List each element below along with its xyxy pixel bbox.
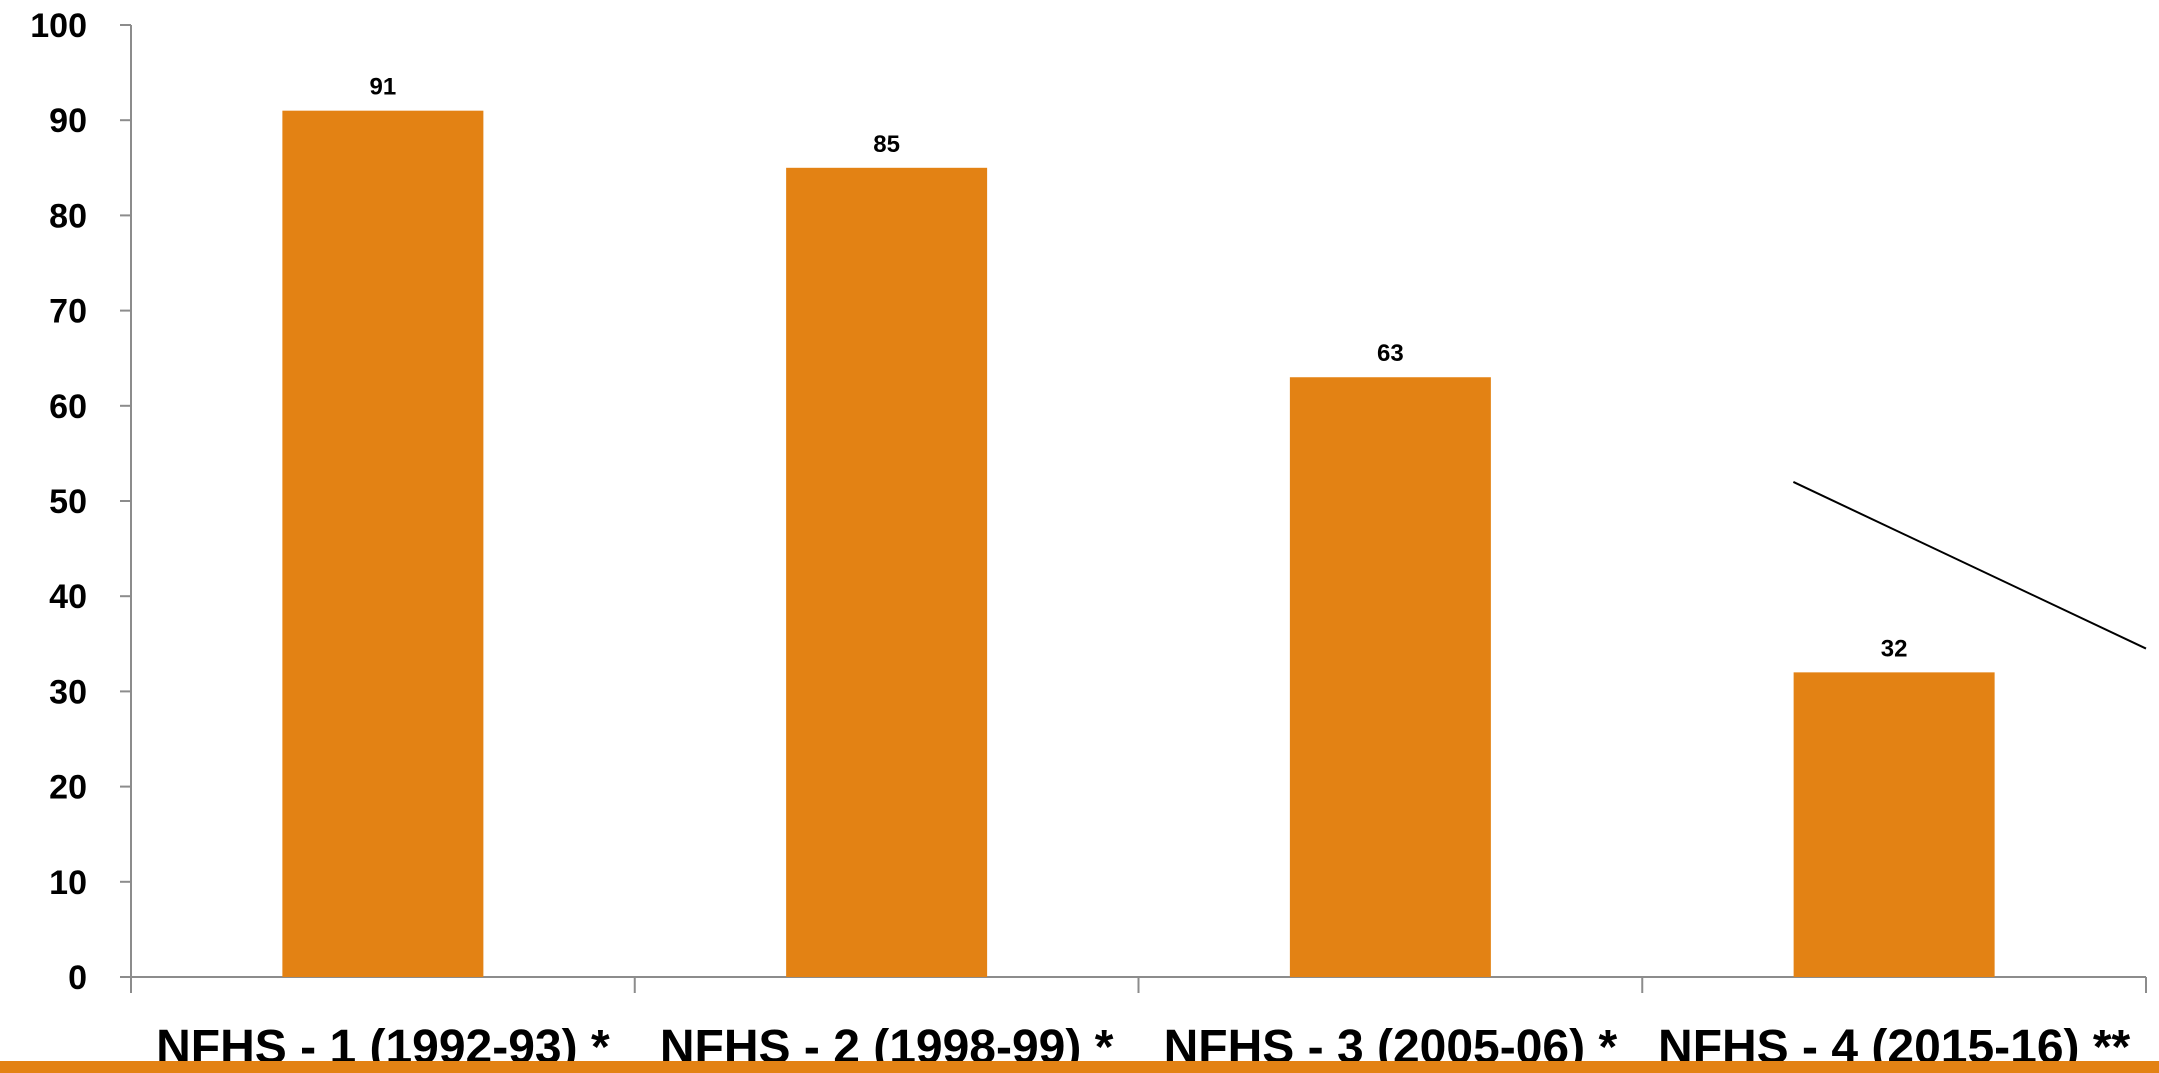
- x-axis: NFHS - 1 (1992-93) * NFHS - 2 (1998-99) *…: [130, 976, 2147, 1073]
- annotation: [1792, 481, 2147, 650]
- y-tick-label: 30: [49, 673, 87, 711]
- bar: [1289, 377, 1491, 977]
- bars: [282, 110, 1995, 978]
- y-tick-label: 40: [49, 578, 87, 616]
- data-label: 85: [873, 131, 900, 158]
- footer-accent-bar: [0, 1061, 2159, 1073]
- y-tick-label: 70: [49, 293, 87, 331]
- y-tick-label: 60: [49, 388, 87, 426]
- data-label: 32: [1881, 635, 1908, 662]
- bar: [1793, 672, 1995, 977]
- y-tick-label: 100: [30, 7, 87, 45]
- data-labels: 91 85 63 32: [370, 74, 1908, 663]
- y-tick-label: 50: [49, 483, 87, 521]
- y-axis: 0 10 20 30 40 50 60 70 80 90 100: [30, 7, 132, 997]
- data-label: 91: [370, 74, 397, 101]
- y-tick-label: 0: [68, 959, 87, 997]
- y-tick-label: 80: [49, 197, 87, 235]
- annotation-line: [1792, 481, 2147, 650]
- y-tick-label: 20: [49, 769, 87, 807]
- bar: [282, 110, 484, 978]
- y-tick-label: 10: [49, 864, 87, 902]
- bar: [786, 167, 988, 978]
- data-label: 63: [1377, 340, 1404, 367]
- y-tick-label: 90: [49, 102, 87, 140]
